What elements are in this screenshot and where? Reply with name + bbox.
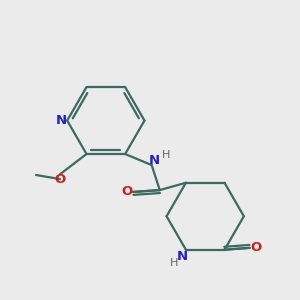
Text: O: O — [121, 185, 132, 198]
Text: N: N — [149, 154, 160, 167]
Text: O: O — [250, 242, 262, 254]
Text: O: O — [54, 172, 66, 186]
Text: N: N — [177, 250, 188, 263]
Text: N: N — [56, 114, 67, 127]
Text: H: H — [170, 258, 178, 268]
Text: H: H — [161, 150, 170, 160]
